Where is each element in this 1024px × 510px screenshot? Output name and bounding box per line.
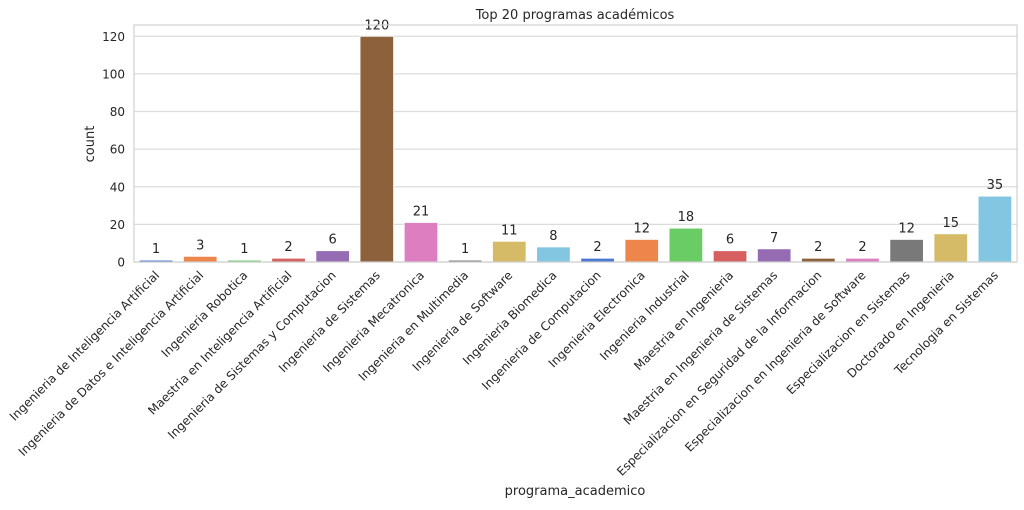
data-label: 12 bbox=[898, 221, 915, 236]
data-label: 2 bbox=[284, 240, 292, 255]
bar bbox=[889, 239, 924, 263]
y-tick-label: 60 bbox=[110, 143, 125, 157]
data-label: 1 bbox=[461, 242, 469, 257]
data-label: 21 bbox=[413, 205, 430, 220]
bar bbox=[624, 239, 659, 263]
bar bbox=[536, 246, 571, 263]
bar bbox=[668, 227, 704, 263]
bar bbox=[315, 250, 350, 263]
bar bbox=[712, 250, 748, 263]
y-tick-label: 120 bbox=[102, 30, 125, 44]
bar bbox=[492, 240, 527, 263]
data-label: 2 bbox=[593, 240, 601, 255]
y-tick-label: 80 bbox=[110, 105, 125, 119]
data-label: 1 bbox=[240, 242, 248, 257]
data-label: 6 bbox=[329, 233, 337, 248]
data-label: 2 bbox=[858, 240, 866, 255]
y-tick-label: 100 bbox=[102, 67, 125, 81]
bar bbox=[183, 255, 218, 263]
data-label: 2 bbox=[814, 240, 822, 255]
bar bbox=[756, 248, 792, 263]
data-label: 11 bbox=[501, 223, 518, 238]
data-label: 7 bbox=[770, 231, 778, 246]
x-tick-label: Ingenieria Robotica bbox=[159, 268, 251, 360]
y-tick-label: 40 bbox=[110, 180, 125, 194]
chart-title: Top 20 programas académicos bbox=[475, 8, 675, 23]
data-label: 12 bbox=[633, 221, 650, 236]
plot-frame bbox=[133, 24, 1018, 263]
bar bbox=[977, 195, 1013, 263]
data-label: 15 bbox=[943, 216, 960, 231]
x-axis-label: programa_academico bbox=[505, 484, 646, 499]
bar bbox=[933, 233, 968, 263]
y-tick-label: 0 bbox=[117, 256, 125, 270]
x-tick-label: Maestria en Ingenieria de Sistemas bbox=[621, 268, 781, 428]
y-tick-label: 20 bbox=[110, 218, 125, 232]
data-label: 6 bbox=[726, 233, 734, 248]
x-tick-label: Especializacion en Seguridad de la Infor… bbox=[614, 268, 824, 478]
data-label: 18 bbox=[678, 210, 695, 225]
data-label: 8 bbox=[549, 229, 557, 244]
bar bbox=[359, 35, 395, 263]
x-tick-label: Ingenieria de Sistemas y Computacion bbox=[165, 268, 339, 442]
y-axis-label: count bbox=[83, 126, 98, 163]
x-tick-label: Ingenieria de Inteligencia Artificial bbox=[7, 268, 162, 423]
data-label: 3 bbox=[196, 238, 204, 253]
data-label: 35 bbox=[987, 178, 1004, 193]
data-label: 120 bbox=[364, 18, 389, 33]
data-label: 1 bbox=[152, 242, 160, 257]
bar bbox=[403, 222, 439, 263]
